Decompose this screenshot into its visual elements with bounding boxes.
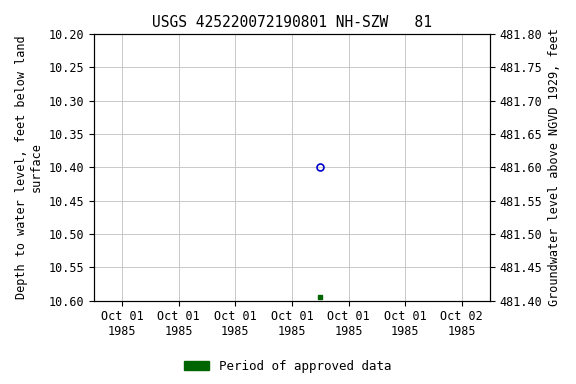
- Legend: Period of approved data: Period of approved data: [179, 355, 397, 378]
- Title: USGS 425220072190801 NH-SZW   81: USGS 425220072190801 NH-SZW 81: [152, 15, 432, 30]
- Y-axis label: Depth to water level, feet below land
surface: Depth to water level, feet below land su…: [15, 35, 43, 299]
- Y-axis label: Groundwater level above NGVD 1929, feet: Groundwater level above NGVD 1929, feet: [548, 28, 561, 306]
